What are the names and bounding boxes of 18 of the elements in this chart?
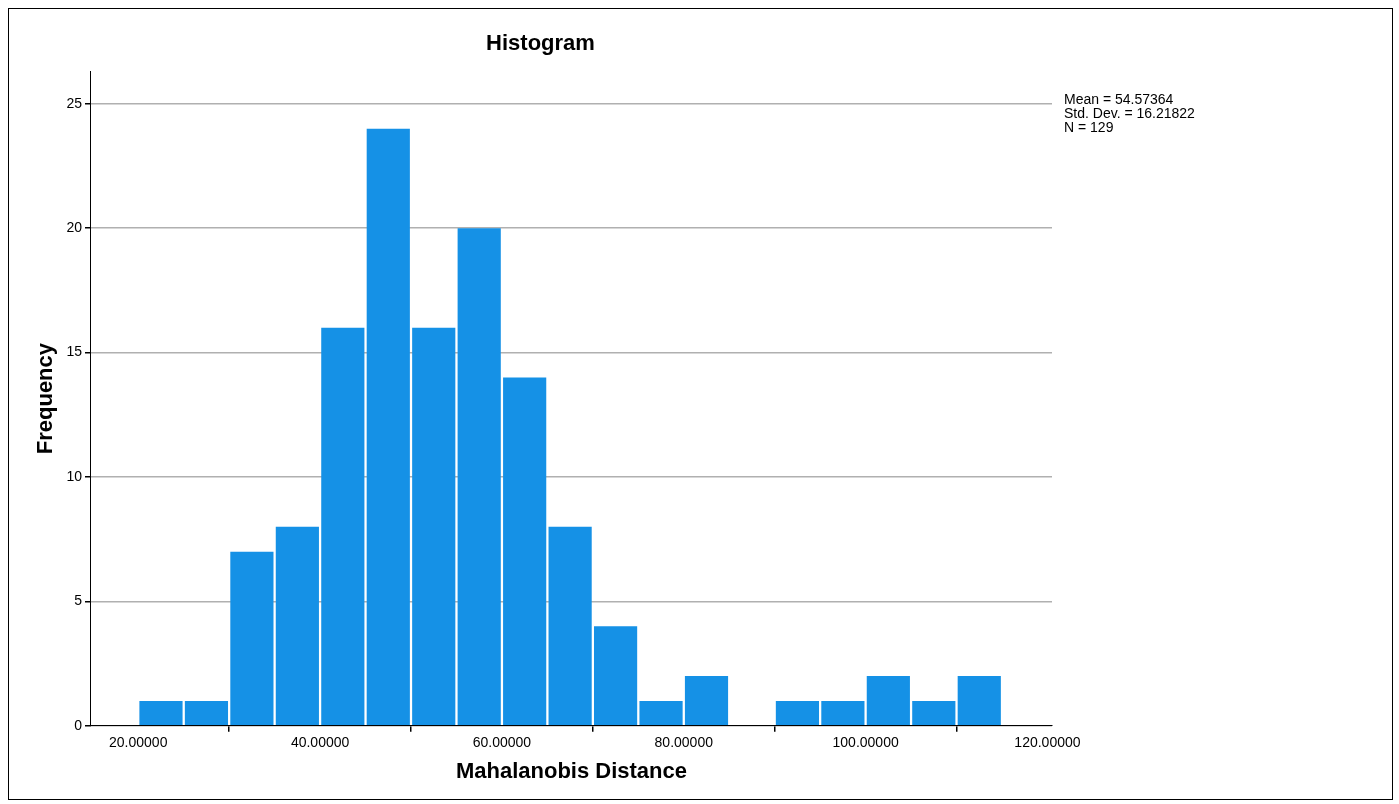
y-axis-title: Frequency [32,342,58,455]
x-axis-title: Mahalanobis Distance [455,757,688,783]
x-tick-label: 60.00000 [472,734,532,751]
y-tick-label: 0 [74,716,83,733]
x-tick-label: 100.00000 [832,734,899,751]
x-tick-label: 80.00000 [654,734,714,751]
text: Std. Dev. = 16.21822 [1064,105,1196,122]
chart-title: Histogram [486,30,595,56]
x-tick-label: 20.00000 [109,734,168,751]
y-tick-label: 25 [66,94,83,111]
y-tick-label: 10 [66,467,83,484]
y-tick-label: 5 [74,592,83,609]
text: Mean = 54.57364 [1064,91,1174,108]
text: N = 129 [1064,119,1114,136]
x-tick-label: 40.00000 [290,734,350,751]
y-tick-label: 20 [66,219,83,236]
y-tick-label: 15 [66,343,83,360]
x-tick-label: 120.00000 [1014,734,1081,751]
